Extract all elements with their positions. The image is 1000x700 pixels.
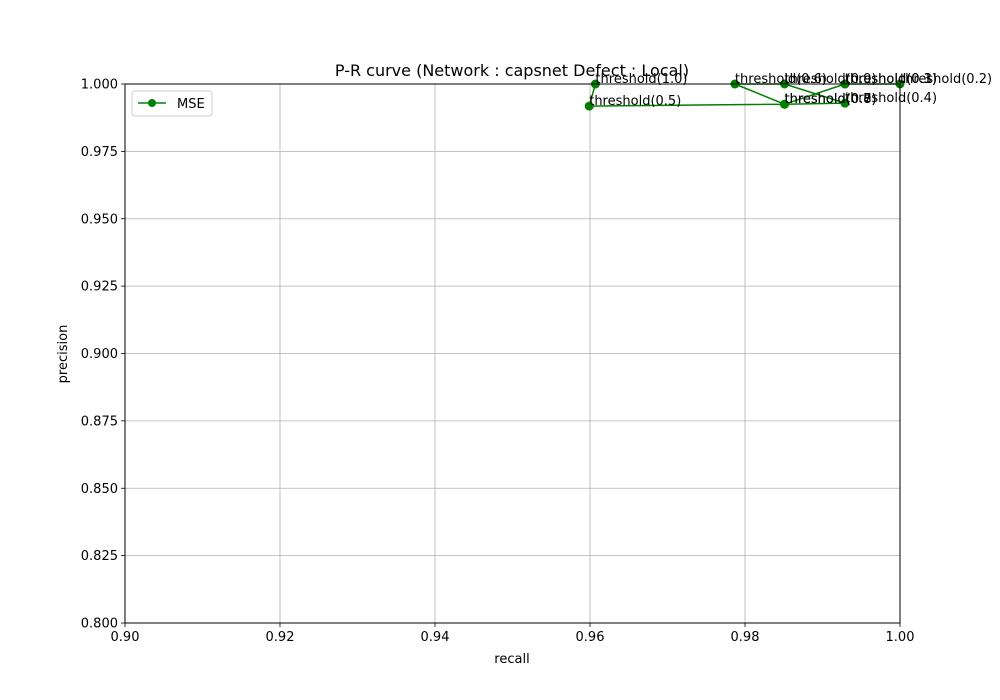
- x-tick-label: 0.94: [421, 630, 450, 645]
- x-tick-label: 0.96: [576, 630, 605, 645]
- data-point: [840, 98, 850, 108]
- y-tick-label: 0.950: [81, 212, 118, 227]
- grid-lines: [124, 83, 901, 624]
- y-tick-label: 0.875: [81, 414, 118, 429]
- point-label: threshold(0.7): [785, 92, 877, 107]
- y-tick-label: 0.925: [81, 280, 118, 295]
- series-layer: threshold(1.0) threshold(0.5) threshold(0.…: [584, 72, 992, 111]
- point-label: threshold(0.9): [785, 72, 877, 87]
- legend-marker-mse: [148, 99, 156, 107]
- legend: MSE: [131, 90, 213, 117]
- chart-title: P-R curve (Network : capsnet Defect : Lo…: [335, 61, 689, 80]
- x-tick-label: 0.92: [266, 630, 295, 645]
- y-tick-label: 0.900: [81, 347, 118, 362]
- y-axis-label: precision: [56, 325, 71, 384]
- point-label: threshold(0.1): [845, 72, 937, 87]
- y-tick-label: 0.850: [81, 482, 118, 497]
- x-tick-label: 0.98: [731, 630, 760, 645]
- y-tick-label: 0.975: [81, 145, 118, 160]
- x-axis: 0.90 0.92 0.94 0.96 0.98 1.00: [111, 623, 915, 645]
- point-label: threshold(0.2): [900, 72, 992, 87]
- x-tick-label: 1.00: [886, 630, 915, 645]
- x-tick-label: 0.90: [111, 630, 140, 645]
- point-label: threshold(0.5): [589, 94, 681, 109]
- point-label: threshold(0.4): [845, 91, 937, 106]
- legend-box: [131, 90, 213, 117]
- point-label: threshold(1.0): [595, 72, 687, 87]
- legend-label-mse: MSE: [177, 97, 205, 112]
- point-label: threshold(0.8): [785, 92, 877, 107]
- y-tick-label: 0.800: [81, 617, 118, 632]
- y-tick-label: 0.825: [81, 549, 118, 564]
- y-tick-label: 1.000: [81, 78, 118, 93]
- point-label: threshold(0.6): [735, 72, 827, 87]
- x-axis-label: recall: [494, 652, 529, 667]
- point-label: threshold(0.3): [845, 72, 937, 87]
- y-axis: 0.800 0.825 0.850 0.875 0.900 0.925 0.950 0.975…: [81, 78, 125, 632]
- data-point: [780, 99, 790, 109]
- data-point: [584, 101, 594, 111]
